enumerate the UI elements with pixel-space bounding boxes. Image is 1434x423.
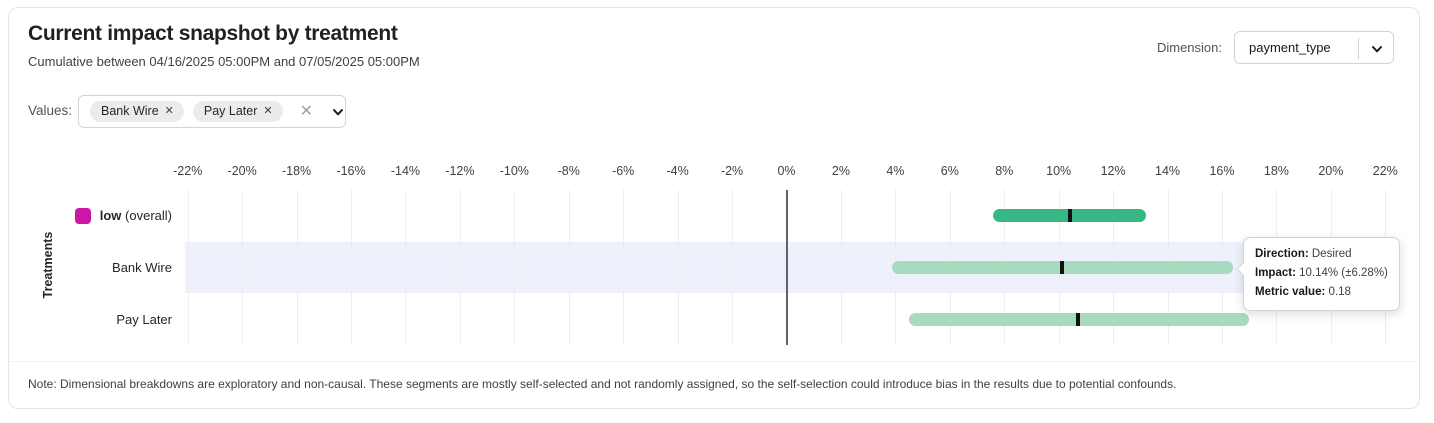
row-label-text: low (overall) xyxy=(99,208,172,224)
impact-point-mark xyxy=(1075,312,1080,326)
impact-point-mark xyxy=(1067,209,1072,223)
x-axis-tick-label: -20% xyxy=(227,164,257,178)
dimension-select[interactable]: payment_type xyxy=(1234,31,1394,64)
clear-all-icon[interactable]: ✕ xyxy=(299,102,314,120)
date-range-subtitle: Cumulative between 04/16/2025 05:00PM an… xyxy=(28,54,420,69)
remove-chip-icon[interactable]: ✕ xyxy=(263,104,273,117)
chevron-down-icon[interactable] xyxy=(331,105,345,119)
legend-swatch-overall xyxy=(74,207,91,224)
dimension-label: Dimension: xyxy=(1156,40,1222,55)
values-multiselect[interactable]: Bank Wire ✕ Pay Later ✕ ✕ xyxy=(78,95,346,128)
tooltip-direction-row: Direction: Desired xyxy=(1255,248,1352,260)
x-axis-tick-label: 12% xyxy=(1100,164,1126,178)
x-axis-tick-label: 14% xyxy=(1155,164,1181,178)
select-divider xyxy=(1358,38,1359,59)
page-title: Current impact snapshot by treatment xyxy=(28,22,398,45)
x-axis-tick-label: -4% xyxy=(666,164,689,178)
tooltip-impact-row: Impact: 10.14% (±6.28%) xyxy=(1255,267,1388,279)
x-axis-tick-label: 18% xyxy=(1263,164,1289,178)
values-label: Values: xyxy=(28,103,73,118)
impact-snapshot-card xyxy=(8,7,1420,409)
gridline xyxy=(840,190,842,345)
gridline xyxy=(623,190,625,345)
gridline xyxy=(459,190,461,345)
x-axis-tick-label: 6% xyxy=(940,164,959,178)
row-label-text: Pay Later xyxy=(116,311,172,327)
value-chip-label: Pay Later xyxy=(203,104,258,118)
x-axis-tick-label: -12% xyxy=(445,164,475,178)
footer-divider xyxy=(8,361,1420,362)
tooltip-arrow xyxy=(1238,262,1245,276)
row-label-text: Bank Wire xyxy=(112,260,172,275)
x-axis-tick-label: -6% xyxy=(612,164,635,178)
x-axis-tick-label: -18% xyxy=(281,164,312,178)
x-axis-tick-label: -8% xyxy=(557,164,580,178)
x-axis-tick-label: 10% xyxy=(1046,164,1072,178)
value-chip-label: Bank Wire xyxy=(101,104,159,118)
x-axis-tick-label: 2% xyxy=(831,164,850,178)
row-label: Bank Wire xyxy=(42,258,172,278)
x-axis-tick-label: 0% xyxy=(777,164,796,178)
x-axis-tick-label: 20% xyxy=(1318,164,1344,178)
value-chip-pay-later[interactable]: Pay Later ✕ xyxy=(192,101,283,122)
gridline xyxy=(187,190,189,345)
y-axis-title: Treatments xyxy=(41,231,55,299)
gridline xyxy=(732,190,734,345)
row-label: Pay Later xyxy=(42,309,172,329)
impact-point-mark xyxy=(1060,261,1065,274)
gridline xyxy=(677,190,679,345)
chart-tooltip: Direction: Desired Impact: 10.14% (±6.28… xyxy=(1237,237,1400,311)
gridline xyxy=(405,190,407,345)
remove-chip-icon[interactable]: ✕ xyxy=(164,104,174,117)
x-axis-tick-label: -14% xyxy=(390,164,421,178)
x-axis-tick-label: -2% xyxy=(720,164,744,178)
x-axis-tick-label: -22% xyxy=(173,164,203,178)
x-axis-tick-label: 22% xyxy=(1372,164,1398,178)
gridline xyxy=(514,190,516,345)
dimension-selected-value: payment_type xyxy=(1249,40,1331,55)
gridline xyxy=(242,190,244,345)
gridline xyxy=(296,190,298,345)
footnote: Note: Dimensional breakdowns are explora… xyxy=(28,377,1177,391)
x-axis-tick-label: -10% xyxy=(499,164,529,178)
tooltip-metric-row: Metric value: 0.18 xyxy=(1255,286,1351,298)
x-axis-tick-label: 4% xyxy=(886,164,905,178)
gridline xyxy=(568,190,570,345)
x-axis-tick-label: 8% xyxy=(995,164,1014,178)
x-axis-tick-label: 16% xyxy=(1209,164,1235,178)
gridline xyxy=(351,190,353,345)
row-label: low (overall) xyxy=(42,206,172,226)
value-chip-bank-wire[interactable]: Bank Wire ✕ xyxy=(90,101,184,122)
chevron-down-icon[interactable] xyxy=(1370,42,1384,56)
x-axis-tick-label: -16% xyxy=(336,164,366,178)
zero-reference-line xyxy=(785,190,788,345)
